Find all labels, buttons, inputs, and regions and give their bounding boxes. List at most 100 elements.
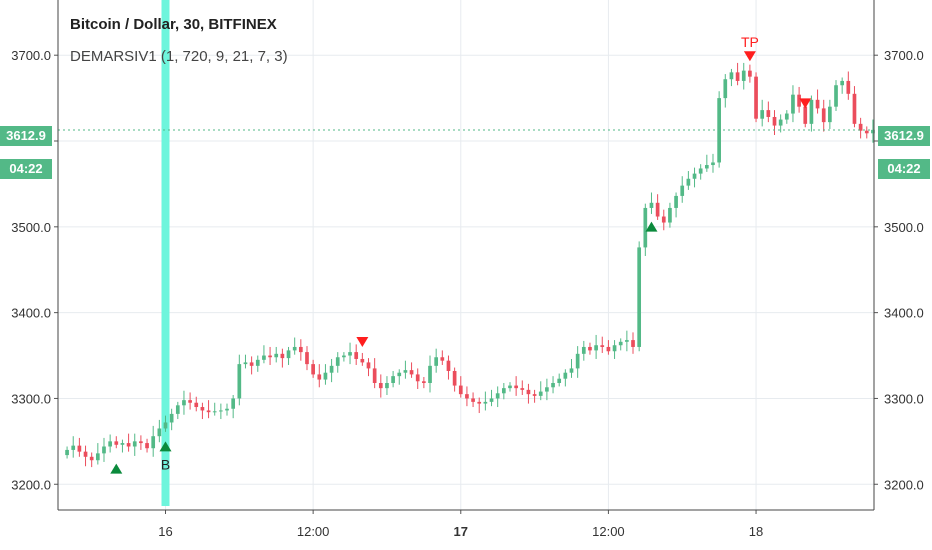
candle-body <box>606 346 611 352</box>
candle-body <box>292 346 297 351</box>
candle-body <box>864 130 869 134</box>
candle-body <box>194 402 199 408</box>
candle-body <box>212 411 217 413</box>
countdown-tag-left: 04:22 <box>0 159 52 179</box>
candle-body <box>778 119 783 126</box>
candle-body <box>538 391 543 396</box>
candle-body <box>409 370 414 375</box>
candle-body <box>581 346 586 354</box>
indicator-label: DEMARSIV1 (1, 720, 9, 21, 7, 3) <box>70 48 288 65</box>
buy-signal-marker <box>110 463 123 474</box>
candle-body <box>735 72 740 81</box>
candle-body <box>588 346 592 351</box>
signal-highlight-band <box>161 0 170 506</box>
candle-body <box>311 364 315 375</box>
countdown-tag-right: 04:22 <box>878 159 930 179</box>
last-price-tag-right: 3612.9 <box>878 126 930 146</box>
candle-body <box>483 401 488 404</box>
candle-body <box>661 216 666 223</box>
y-tick-label-left: 3200.0 <box>11 477 51 492</box>
candle-body <box>348 352 352 356</box>
candle-body <box>489 398 494 402</box>
candle-body <box>532 394 537 396</box>
candle-body <box>551 382 555 388</box>
sell-signal-marker <box>743 51 756 62</box>
candle-body <box>637 247 642 347</box>
candle-body <box>471 398 475 402</box>
candle-body <box>465 394 469 399</box>
candle-body <box>249 362 254 366</box>
candle-body <box>366 362 371 369</box>
candle-body <box>828 106 832 123</box>
candle-body <box>594 345 598 351</box>
candle-body <box>268 355 272 358</box>
candle-body <box>378 382 383 389</box>
candle-body <box>723 79 728 99</box>
x-tick-label: 12:00 <box>297 524 330 539</box>
candle-body <box>397 372 402 377</box>
candle-body <box>729 72 734 80</box>
candle-body <box>89 456 94 461</box>
candle-body <box>809 99 814 124</box>
candle-body <box>305 352 309 365</box>
candle-body <box>575 353 580 369</box>
y-tick-label-right: 3300.0 <box>884 391 924 406</box>
candle-body <box>760 110 765 119</box>
candle-body <box>508 385 512 389</box>
candle-body <box>225 408 229 411</box>
candle-body <box>711 162 715 166</box>
candle-body <box>741 70 746 81</box>
candle-body <box>77 445 82 452</box>
y-tick-label-left: 3700.0 <box>11 48 51 63</box>
candle-body <box>151 436 156 449</box>
candle-body <box>335 357 340 366</box>
axes: 3200.0 3200.0 3300.0 3300.0 3400.0 3400.0 3500… <box>11 0 924 539</box>
candle-body <box>754 76 758 119</box>
candle-body <box>514 385 518 389</box>
candle-body <box>126 443 131 447</box>
candle-body <box>618 341 623 346</box>
candle-body <box>772 116 777 126</box>
candle-body <box>237 364 242 399</box>
candle-body <box>108 441 112 447</box>
candle-body <box>612 345 617 352</box>
y-tick-label-left: 3500.0 <box>11 220 51 235</box>
candle-body <box>655 202 660 217</box>
x-tick-label: 16 <box>158 524 172 539</box>
y-tick-label-right: 3700.0 <box>884 48 924 63</box>
candle-body <box>354 352 359 359</box>
candle-body <box>422 381 426 383</box>
buy-signal-marker <box>159 441 172 452</box>
candle-body <box>385 382 389 389</box>
candle-body <box>323 372 328 380</box>
candle-body <box>545 387 549 392</box>
candle-body <box>280 353 285 359</box>
candle-body <box>668 207 672 223</box>
candle-body <box>145 443 149 449</box>
candle-body <box>440 357 445 361</box>
candles <box>65 62 875 468</box>
candle-body <box>274 353 279 358</box>
candle-body <box>803 106 808 124</box>
candle-body <box>797 94 801 107</box>
candle-body <box>342 355 346 358</box>
candle-body <box>360 358 365 363</box>
candle-body <box>65 449 69 456</box>
candle-body <box>852 93 857 124</box>
candle-body <box>403 370 408 373</box>
y-tick-label-right: 3500.0 <box>884 220 924 235</box>
candle-body <box>95 453 100 461</box>
candle-body <box>686 178 691 186</box>
sell-signal-marker <box>356 336 369 347</box>
candle-body <box>175 405 180 414</box>
buy-signal-marker <box>645 221 658 232</box>
candle-body <box>643 207 648 248</box>
candle-body <box>704 165 709 169</box>
candle-body <box>600 345 605 347</box>
candle-body <box>102 446 106 454</box>
candle-body <box>415 374 420 382</box>
x-tick-label: 17 <box>454 524 468 539</box>
candle-body <box>182 400 186 406</box>
candle-body <box>286 350 291 359</box>
